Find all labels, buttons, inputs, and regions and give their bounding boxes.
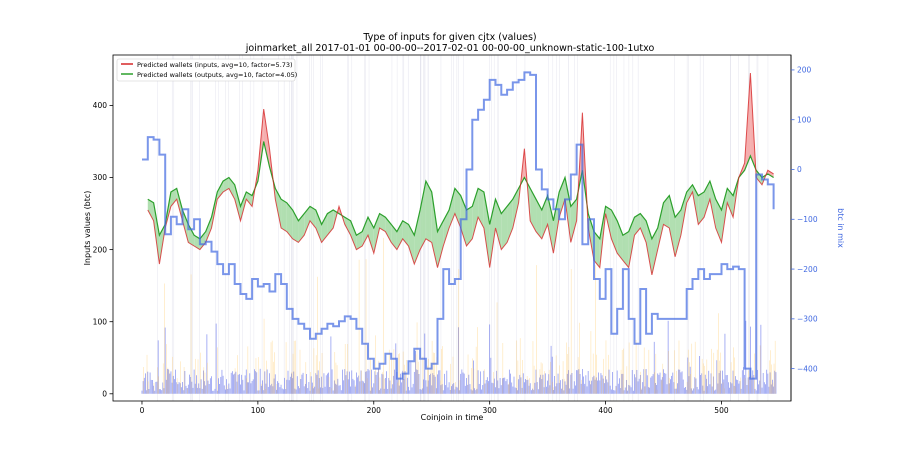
y2-tick-label: 200 [797,66,812,75]
x-tick-label: 400 [598,406,613,415]
x-tick-label: 500 [714,406,729,415]
y-axis-label: Inputs values (btc) [83,191,92,266]
chart-title: Type of inputs for given cjtx (values) [362,32,536,43]
y2-axis-label: btc in mix [836,208,845,248]
y2-tick-label: −100 [797,215,818,224]
x-tick-label: 300 [483,406,498,415]
y-tick-label: 300 [93,173,108,182]
y-tick-label: 400 [93,101,108,110]
x-tick-label: 200 [367,406,382,415]
legend: Predicted wallets (inputs, avg=10, facto… [117,59,297,81]
chart-subtitle: joinmarket_all 2017-01-01 00-00-00--2017… [245,43,655,54]
y2-tick-label: −300 [797,315,818,324]
legend-label-outputs: Predicted wallets (outputs, avg=10, fact… [137,71,297,79]
y2-tick-label: −400 [797,364,818,373]
y2-tick-label: 100 [797,115,812,124]
x-tick-label: 0 [140,406,145,415]
y-tick-label: 200 [93,245,108,254]
legend-label-inputs: Predicted wallets (inputs, avg=10, facto… [137,61,293,69]
y2-tick-label: −200 [797,265,818,274]
y-tick-label: 100 [93,317,108,326]
x-axis-label: Coinjoin in time [421,413,484,422]
y-tick-label: 0 [102,389,107,398]
y2-tick-label: 0 [797,165,802,174]
x-tick-label: 100 [251,406,266,415]
fill-between-segment [281,199,287,231]
